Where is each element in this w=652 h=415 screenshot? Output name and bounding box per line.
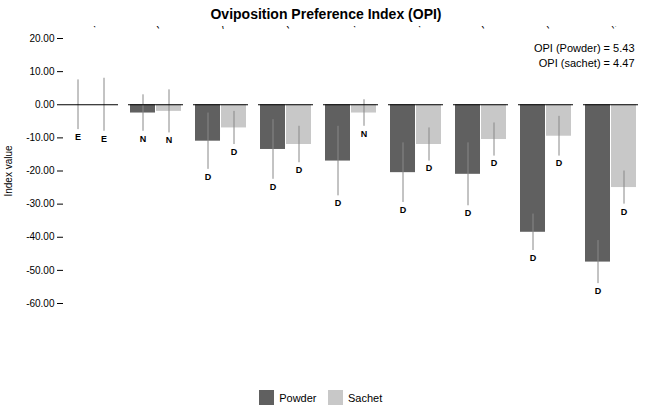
svg-text:M. pulegium: M. pulegium: [607, 26, 652, 30]
svg-text:D: D: [530, 253, 537, 263]
svg-text:Index value: Index value: [3, 145, 14, 197]
svg-text:N: N: [166, 135, 173, 145]
svg-text:D: D: [595, 286, 602, 296]
svg-text:A. indica: A. indica: [216, 26, 252, 31]
html-text:Sachet: Sachet: [348, 391, 383, 404]
html-text:Oviposition Preference Index (: Oviposition Preference Index (OPI): [210, 6, 442, 22]
svg-text:D: D: [465, 208, 472, 218]
svg-text:P. aduncum: P. aduncum: [152, 26, 197, 30]
svg-text:D: D: [296, 165, 303, 175]
svg-text:E: E: [75, 132, 81, 142]
svg-text:-10.00: -10.00: [26, 132, 55, 143]
svg-text:Testemunha: Testemunha: [87, 26, 134, 30]
svg-text:D: D: [335, 198, 342, 208]
svg-text:D: D: [426, 163, 433, 173]
svg-text:P. tuberculatum: P. tuberculatum: [282, 26, 338, 30]
svg-text:-20.00: -20.00: [26, 165, 55, 176]
svg-text:D: D: [556, 158, 563, 168]
svg-text:-30.00: -30.00: [26, 198, 55, 209]
svg-text:P. glomerata: P. glomerata: [477, 26, 524, 30]
svg-text:T. pallida: T. pallida: [347, 26, 383, 30]
svg-text:T. catigua: T. catigua: [412, 26, 450, 30]
svg-text:-50.00: -50.00: [26, 265, 55, 276]
svg-text:20.00: 20.00: [29, 33, 54, 44]
svg-text:D: D: [205, 172, 212, 182]
svg-text:R. graveolens: R. graveolens: [542, 26, 593, 30]
svg-text:-60.00: -60.00: [26, 298, 55, 309]
svg-text:E: E: [101, 134, 107, 144]
svg-text:10.00: 10.00: [29, 66, 54, 77]
svg-text:0.00: 0.00: [35, 99, 55, 110]
svg-text:D: D: [491, 158, 498, 168]
svg-text:OPI (sachet) = 4.47: OPI (sachet) = 4.47: [539, 57, 635, 69]
html-text:Powder: Powder: [279, 391, 317, 404]
svg-text:N: N: [361, 129, 368, 139]
svg-text:D: D: [231, 147, 238, 157]
svg-text:N: N: [140, 134, 147, 144]
svg-text:-40.00: -40.00: [26, 231, 55, 242]
svg-text:OPI (Powder) = 5.43: OPI (Powder) = 5.43: [534, 42, 635, 54]
svg-text:D: D: [400, 205, 407, 215]
svg-text:D: D: [621, 207, 628, 217]
svg-text:D: D: [270, 182, 277, 192]
